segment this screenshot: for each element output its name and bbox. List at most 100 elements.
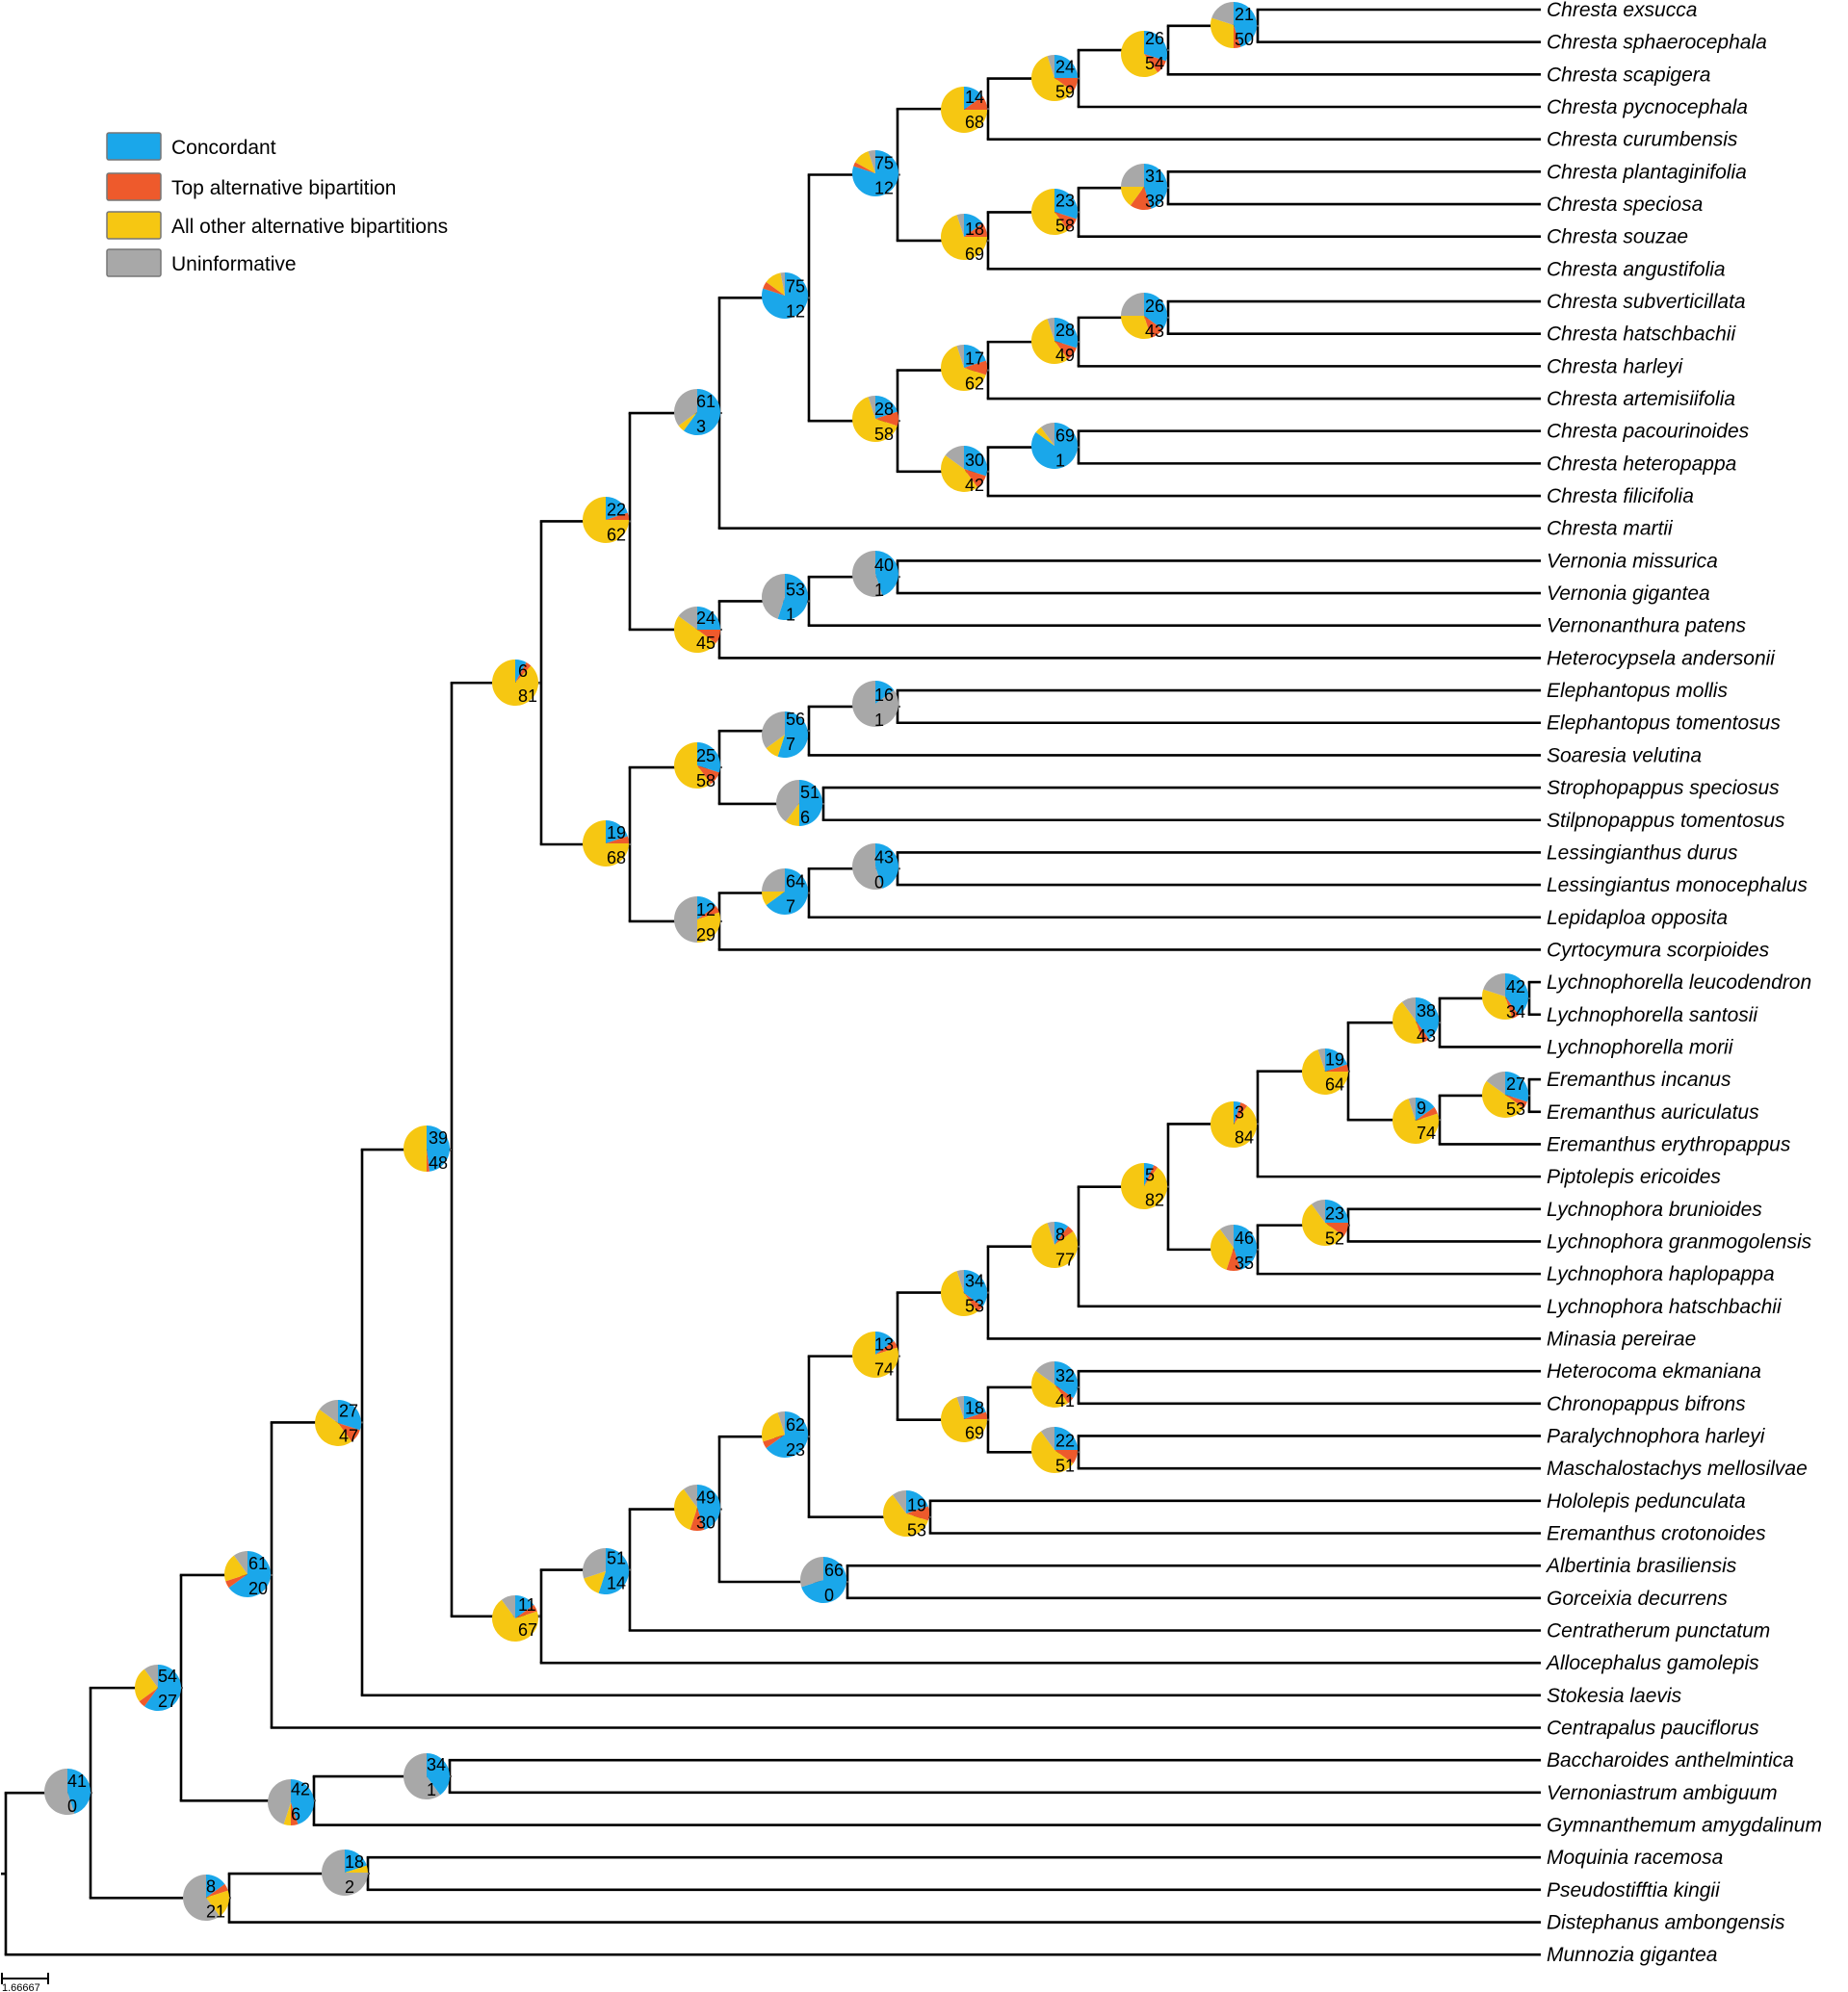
node-support-bottom: 1: [1055, 452, 1065, 471]
taxon-label: Vernonia gigantea: [1547, 582, 1710, 605]
pie-slice: [1121, 293, 1144, 316]
node-pie: [1030, 1427, 1078, 1474]
pie-slice: [1054, 1384, 1074, 1404]
pie-slice: [678, 412, 697, 431]
pie-slice: [1054, 1222, 1069, 1245]
pie-slice: [606, 820, 628, 843]
pie-slice: [1325, 1200, 1348, 1223]
taxon-label: Strophopappus speciosus: [1547, 777, 1780, 799]
pie-slice: [1210, 17, 1234, 48]
node-support-top: 61: [248, 1554, 268, 1573]
taxon-label: Allocephalus gamolepis: [1545, 1652, 1759, 1674]
pie-slice: [697, 1485, 721, 1530]
node-support-top: 8: [1055, 1226, 1065, 1245]
pie-slice: [206, 1875, 225, 1898]
pie-slice: [1325, 1064, 1348, 1072]
node-pie: [776, 780, 822, 826]
pie-slice: [1505, 1095, 1527, 1109]
pie-slice: [1121, 164, 1144, 187]
taxon-label: Stokesia laevis: [1547, 1685, 1682, 1707]
pie-slice: [225, 1574, 247, 1589]
pie-slice: [1234, 25, 1241, 48]
node-pie: [583, 820, 629, 867]
node-support-bottom: 69: [965, 245, 984, 264]
pie-slice: [1031, 1223, 1078, 1269]
node-pie: [762, 711, 808, 758]
taxon-label: Gymnanthemum amygdalinum: [1547, 1815, 1822, 1837]
pie-slice: [941, 87, 987, 133]
pie-slice: [1031, 423, 1079, 469]
pie-slice: [1047, 318, 1054, 341]
pie-slice: [697, 742, 720, 773]
node-support-top: 51: [800, 783, 820, 802]
node-pie: [761, 574, 808, 620]
taxon-label: Hololepis pedunculata: [1547, 1490, 1746, 1513]
legend-swatch: [106, 248, 162, 277]
pie-slice: [875, 411, 899, 427]
taxon-label: Baccharoides anthelmintica: [1547, 1749, 1794, 1772]
pie-slice: [206, 1883, 228, 1898]
pie-slice: [268, 1779, 291, 1824]
pie-slice: [1483, 973, 1505, 996]
node-support-bottom: 12: [786, 301, 805, 321]
pie-slice: [1311, 1200, 1325, 1223]
node-support-top: 26: [1145, 29, 1164, 48]
pie-slice: [223, 1555, 247, 1582]
node-support-bottom: 53: [907, 1521, 926, 1540]
node-support-bottom: 59: [1055, 83, 1075, 102]
pie-slice: [941, 346, 986, 391]
pie-slice: [697, 607, 720, 630]
pie-slice: [761, 574, 785, 619]
pie-slice: [1416, 1106, 1438, 1121]
node-pie: [852, 150, 898, 196]
node-support-bottom: 42: [965, 476, 984, 495]
node-support-top: 66: [824, 1561, 844, 1580]
node-support-top: 26: [1145, 297, 1164, 316]
taxon-label: Distephanus ambongensis: [1547, 1912, 1785, 1934]
taxon-label: Chresta speciosa: [1547, 194, 1703, 216]
pie-slice: [1482, 989, 1513, 1020]
pie-slice: [964, 1270, 987, 1307]
node-support-bottom: 58: [1055, 216, 1075, 235]
node-support-bottom: 74: [1417, 1124, 1436, 1143]
taxon-label: Stilpnopappus tomentosus: [1547, 810, 1785, 832]
pie-slice: [319, 1400, 338, 1423]
node-support-top: 27: [1506, 1074, 1525, 1094]
taxon-label: Chresta scapigera: [1547, 64, 1710, 86]
node-pie: [674, 1485, 721, 1531]
node-pie: [1301, 1200, 1348, 1247]
pie-slice: [1392, 1099, 1439, 1144]
taxon-label: Chresta pacourinoides: [1547, 421, 1750, 443]
pie-slice: [1054, 1427, 1078, 1450]
pie-slice: [492, 1599, 538, 1642]
taxon-label: Elephantopus tomentosus: [1547, 712, 1781, 735]
node-support-bottom: 14: [607, 1574, 626, 1593]
pie-slice: [1416, 1021, 1430, 1043]
pie-slice: [1325, 1223, 1348, 1237]
pie-slice: [1482, 1080, 1524, 1118]
node-support-top: 19: [607, 823, 626, 842]
pie-slice: [501, 1595, 515, 1618]
taxon-label: Eremanthus erythropappus: [1547, 1133, 1791, 1155]
node-support-top: 11: [518, 1595, 536, 1615]
taxon-label: Lychnophorella leucodendron: [1547, 971, 1811, 994]
pie-slice: [1144, 1165, 1158, 1186]
node-support-bottom: 81: [518, 686, 537, 706]
pie-slice: [868, 150, 875, 173]
pie-slice: [606, 497, 628, 520]
pie-slice: [1210, 1229, 1234, 1270]
pie-slice: [1120, 1163, 1167, 1210]
taxon-label: Lychnophora brunioides: [1547, 1199, 1762, 1221]
taxon-label: Lychnophora granmogolensis: [1547, 1230, 1812, 1253]
node-pie: [674, 896, 721, 944]
taxon-label: Chresta plantaginifolia: [1547, 161, 1747, 183]
node-support-bottom: 54: [1145, 54, 1164, 73]
pie-slice: [892, 1490, 906, 1513]
node-support-bottom: 52: [1325, 1229, 1344, 1249]
node-pie: [1031, 189, 1078, 235]
pie-slice: [1505, 996, 1520, 1019]
node-support-top: 18: [965, 220, 984, 239]
node-support-top: 17: [965, 349, 984, 369]
pie-slice: [1040, 1427, 1054, 1450]
pie-slice: [674, 389, 697, 427]
